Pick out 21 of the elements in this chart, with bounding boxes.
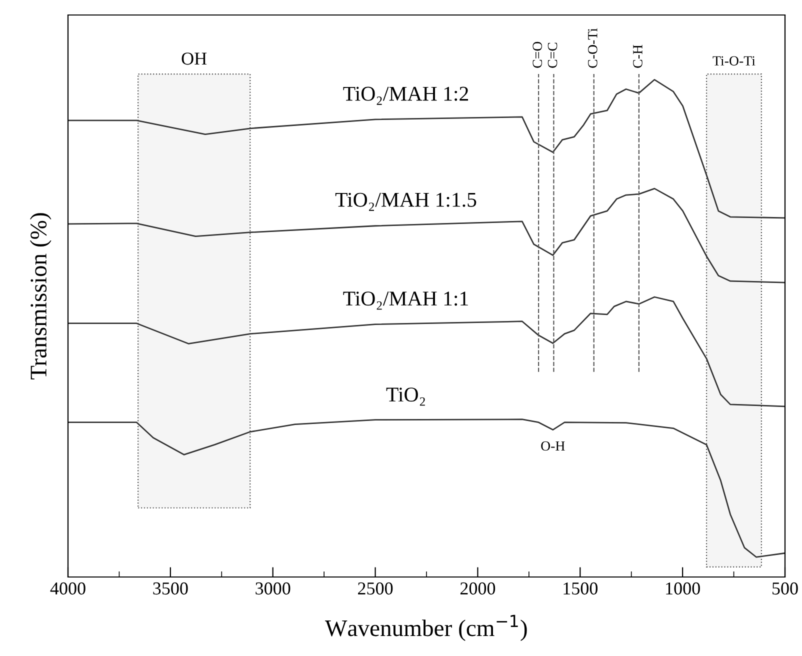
x-tick-label: 1000 xyxy=(666,582,700,595)
ref-line-label: C-O-Ti xyxy=(588,28,598,68)
y-axis-title: Transmission (%) xyxy=(30,213,52,380)
x-tick-label: 4000 xyxy=(50,582,86,595)
annotation: O-H xyxy=(541,441,565,451)
series-label: TiO₂/MAH 1:1.5 xyxy=(335,192,476,211)
x-tick-label: 3500 xyxy=(153,582,188,595)
x-tick-label: 2000 xyxy=(460,582,496,595)
series-label: TiO₂/MAH 1:2 xyxy=(343,86,468,105)
series-label: TiO₂ xyxy=(386,388,425,406)
x-tick-label: 500 xyxy=(772,582,798,595)
x-tick-label: 3000 xyxy=(256,582,290,595)
series-label: TiO₂/MAH 1:1 xyxy=(343,292,468,310)
band-label: OH xyxy=(182,52,207,65)
ref-line-label: C=O xyxy=(532,42,542,68)
ref-line-label: C=C xyxy=(548,42,558,68)
x-tick-label: 1500 xyxy=(564,582,598,595)
x-axis-title: Wavenumber (cm$^{−1}$) xyxy=(324,614,527,642)
band-label: Ti-O-Ti xyxy=(712,56,756,66)
ref-line-label: C-H xyxy=(633,44,642,68)
x-tick-label: 2500 xyxy=(358,582,393,595)
